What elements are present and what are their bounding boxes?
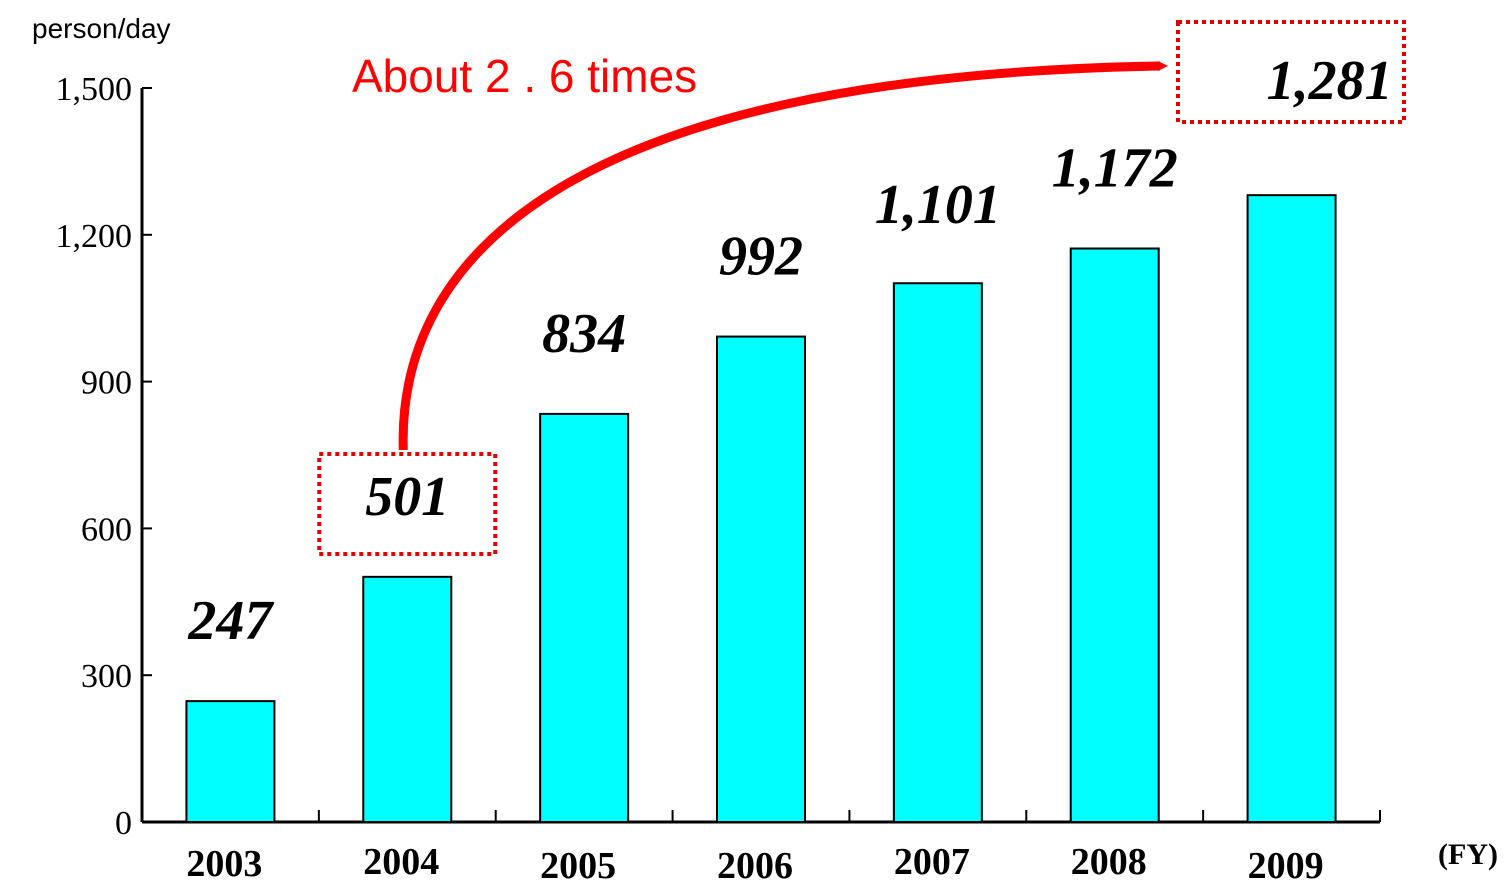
bar-2007 <box>892 282 983 823</box>
x-tick-label: 2008 <box>1071 841 1147 883</box>
y-tick-label: 900 <box>81 365 132 402</box>
bar-2006 <box>716 335 806 823</box>
y-tick-label: 0 <box>115 805 132 842</box>
growth-arrow <box>398 61 1168 451</box>
bar-2009 <box>1246 194 1337 823</box>
bar-2008 <box>1069 247 1160 823</box>
bar-2003 <box>185 700 276 823</box>
data-label: 1,172 <box>1052 138 1178 200</box>
y-axis-unit-label: person/day <box>32 13 171 44</box>
x-tick-label: 2005 <box>540 845 616 887</box>
data-label: 834 <box>542 303 626 365</box>
highlight-box-2009 <box>1176 20 1406 124</box>
y-tick-label: 1,200 <box>56 218 133 255</box>
plot-area: person/day 0 300 600 900 1,200 1,500 2003 2004 20… <box>32 13 1498 887</box>
data-label: 1,281 <box>1267 50 1393 112</box>
bar-2004 <box>362 575 453 823</box>
highlight-box-2004 <box>317 452 498 556</box>
y-tick-label: 300 <box>81 658 132 695</box>
x-tick-label: 2003 <box>186 843 262 885</box>
x-tick-label: 2004 <box>363 841 439 883</box>
bar-2005 <box>539 412 630 823</box>
x-axis-unit-label: (FY) <box>1438 838 1498 871</box>
data-label: 1,101 <box>875 174 1001 236</box>
x-tick-label: 2007 <box>894 841 970 883</box>
data-label: 992 <box>719 226 803 288</box>
y-tick-label: 1,500 <box>56 71 133 108</box>
annotation-text: About 2 . 6 times <box>352 50 697 102</box>
x-tick-label: 2009 <box>1248 845 1324 887</box>
data-label: 247 <box>187 590 274 652</box>
x-tick-label: 2006 <box>717 845 793 887</box>
y-tick-label: 600 <box>81 511 132 548</box>
data-label: 501 <box>365 466 449 528</box>
